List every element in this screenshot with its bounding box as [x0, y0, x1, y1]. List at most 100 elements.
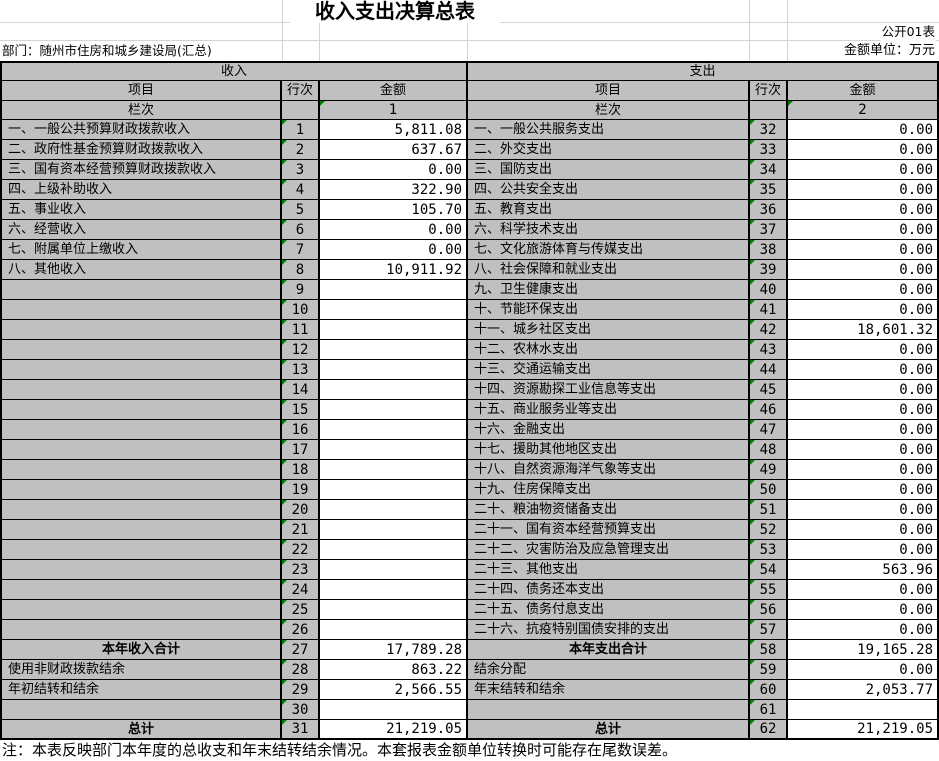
- expenditure-item-cell[interactable]: 十一、城乡社区支出: [468, 320, 750, 340]
- income-rowno-cell[interactable]: 6: [282, 220, 320, 240]
- income-amount-cell[interactable]: [320, 500, 468, 520]
- income-item-cell[interactable]: 六、经营收入: [2, 220, 282, 240]
- expenditure-amount-cell[interactable]: 0.00: [788, 120, 937, 140]
- expenditure-rowno-cell[interactable]: 39: [750, 260, 788, 280]
- expenditure-item-cell[interactable]: 二十五、债务付息支出: [468, 600, 750, 620]
- expenditure-amount-cell[interactable]: 0.00: [788, 400, 937, 420]
- income-amount-cell[interactable]: [320, 560, 468, 580]
- expenditure-amount-cell[interactable]: 2,053.77: [788, 680, 937, 700]
- income-item-cell[interactable]: [2, 320, 282, 340]
- income-amount-cell[interactable]: 105.70: [320, 200, 468, 220]
- expenditure-rowno-cell[interactable]: 48: [750, 440, 788, 460]
- income-item-cell[interactable]: [2, 520, 282, 540]
- income-rowno-cell[interactable]: 17: [282, 440, 320, 460]
- expenditure-rowno-header[interactable]: 行次: [750, 81, 788, 101]
- expenditure-rowno-cell[interactable]: 62: [750, 720, 788, 738]
- income-amount-cell[interactable]: [320, 420, 468, 440]
- expenditure-rowno-cell[interactable]: 32: [750, 120, 788, 140]
- expenditure-item-cell[interactable]: 十四、资源勘探工业信息等支出: [468, 380, 750, 400]
- income-amount-cell[interactable]: [320, 520, 468, 540]
- income-amount-cell[interactable]: 322.90: [320, 180, 468, 200]
- income-rowno-cell[interactable]: 27: [282, 640, 320, 660]
- expenditure-rowno-cell[interactable]: 52: [750, 520, 788, 540]
- income-rowno-cell[interactable]: 20: [282, 500, 320, 520]
- expenditure-amount-cell[interactable]: 0.00: [788, 220, 937, 240]
- income-rowno-cell[interactable]: 14: [282, 380, 320, 400]
- expenditure-amount-cell[interactable]: 19,165.28: [788, 640, 937, 660]
- expenditure-item-cell[interactable]: 十五、商业服务业等支出: [468, 400, 750, 420]
- expenditure-item-cell[interactable]: 结余分配: [468, 660, 750, 680]
- income-amount-cell[interactable]: 863.22: [320, 660, 468, 680]
- income-amount-cell[interactable]: [320, 480, 468, 500]
- expenditure-rowno-cell[interactable]: 42: [750, 320, 788, 340]
- income-item-cell[interactable]: [2, 440, 282, 460]
- expenditure-rowno-cell[interactable]: 53: [750, 540, 788, 560]
- expenditure-rowno-cell[interactable]: 55: [750, 580, 788, 600]
- income-rowno-cell[interactable]: 22: [282, 540, 320, 560]
- income-amount-cell[interactable]: 17,789.28: [320, 640, 468, 660]
- expenditure-amount-cell[interactable]: 0.00: [788, 240, 937, 260]
- expenditure-rowno-cell[interactable]: 54: [750, 560, 788, 580]
- expenditure-item-cell[interactable]: 十三、交通运输支出: [468, 360, 750, 380]
- expenditure-amount-cell[interactable]: 0.00: [788, 140, 937, 160]
- expenditure-amount-cell[interactable]: 0.00: [788, 600, 937, 620]
- income-amount-cell[interactable]: [320, 340, 468, 360]
- income-rowno-cell[interactable]: 23: [282, 560, 320, 580]
- expenditure-rowno-cell[interactable]: 60: [750, 680, 788, 700]
- income-item-cell[interactable]: 七、附属单位上缴收入: [2, 240, 282, 260]
- income-column-index-blank[interactable]: [282, 101, 320, 120]
- expenditure-column-index-header[interactable]: 栏次: [468, 101, 750, 120]
- expenditure-rowno-cell[interactable]: 36: [750, 200, 788, 220]
- expenditure-item-cell[interactable]: 二十二、灾害防治及应急管理支出: [468, 540, 750, 560]
- expenditure-amount-cell[interactable]: 0.00: [788, 440, 937, 460]
- income-item-cell[interactable]: [2, 340, 282, 360]
- income-rowno-cell[interactable]: 31: [282, 720, 320, 738]
- income-item-cell[interactable]: [2, 540, 282, 560]
- expenditure-rowno-cell[interactable]: 56: [750, 600, 788, 620]
- expenditure-rowno-cell[interactable]: 44: [750, 360, 788, 380]
- expenditure-rowno-cell[interactable]: 33: [750, 140, 788, 160]
- income-item-cell[interactable]: [2, 420, 282, 440]
- income-rowno-cell[interactable]: 26: [282, 620, 320, 640]
- income-amount-cell[interactable]: [320, 460, 468, 480]
- income-amount-cell[interactable]: 2,566.55: [320, 680, 468, 700]
- income-amount-cell[interactable]: [320, 600, 468, 620]
- expenditure-rowno-cell[interactable]: 61: [750, 700, 788, 720]
- expenditure-item-cell[interactable]: 九、卫生健康支出: [468, 280, 750, 300]
- income-item-cell[interactable]: 使用非财政拨款结余: [2, 660, 282, 680]
- income-amount-cell[interactable]: [320, 440, 468, 460]
- expenditure-item-cell[interactable]: 二十四、债务还本支出: [468, 580, 750, 600]
- expenditure-amount-cell[interactable]: 0.00: [788, 340, 937, 360]
- expenditure-rowno-cell[interactable]: 35: [750, 180, 788, 200]
- income-amount-cell[interactable]: [320, 380, 468, 400]
- income-rowno-cell[interactable]: 10: [282, 300, 320, 320]
- expenditure-item-cell[interactable]: 十九、住房保障支出: [468, 480, 750, 500]
- expenditure-amount-cell[interactable]: 0.00: [788, 620, 937, 640]
- income-item-cell[interactable]: [2, 400, 282, 420]
- income-item-cell[interactable]: [2, 460, 282, 480]
- expenditure-amount-cell[interactable]: 0.00: [788, 540, 937, 560]
- expenditure-item-cell[interactable]: 十六、金融支出: [468, 420, 750, 440]
- expenditure-rowno-cell[interactable]: 46: [750, 400, 788, 420]
- expenditure-item-cell[interactable]: 二十三、其他支出: [468, 560, 750, 580]
- expenditure-item-cell[interactable]: 二十一、国有资本经营预算支出: [468, 520, 750, 540]
- income-amount-cell[interactable]: [320, 540, 468, 560]
- expenditure-amount-cell[interactable]: 0.00: [788, 480, 937, 500]
- income-item-cell[interactable]: [2, 500, 282, 520]
- income-item-cell[interactable]: 一、一般公共预算财政拨款收入: [2, 120, 282, 140]
- expenditure-item-header[interactable]: 项目: [468, 81, 750, 101]
- expenditure-amount-cell[interactable]: 0.00: [788, 520, 937, 540]
- expenditure-amount-cell[interactable]: 0.00: [788, 660, 937, 680]
- expenditure-rowno-cell[interactable]: 41: [750, 300, 788, 320]
- income-column-index-header[interactable]: 栏次: [2, 101, 282, 120]
- expenditure-item-cell[interactable]: 十、节能环保支出: [468, 300, 750, 320]
- income-rowno-cell[interactable]: 9: [282, 280, 320, 300]
- income-item-cell[interactable]: [2, 600, 282, 620]
- income-amount-cell[interactable]: 637.67: [320, 140, 468, 160]
- expenditure-item-cell[interactable]: 五、教育支出: [468, 200, 750, 220]
- expenditure-amount-cell[interactable]: 0.00: [788, 280, 937, 300]
- income-rowno-cell[interactable]: 24: [282, 580, 320, 600]
- income-amount-cell[interactable]: [320, 700, 468, 720]
- expenditure-amount-cell[interactable]: 0.00: [788, 200, 937, 220]
- income-item-cell[interactable]: [2, 360, 282, 380]
